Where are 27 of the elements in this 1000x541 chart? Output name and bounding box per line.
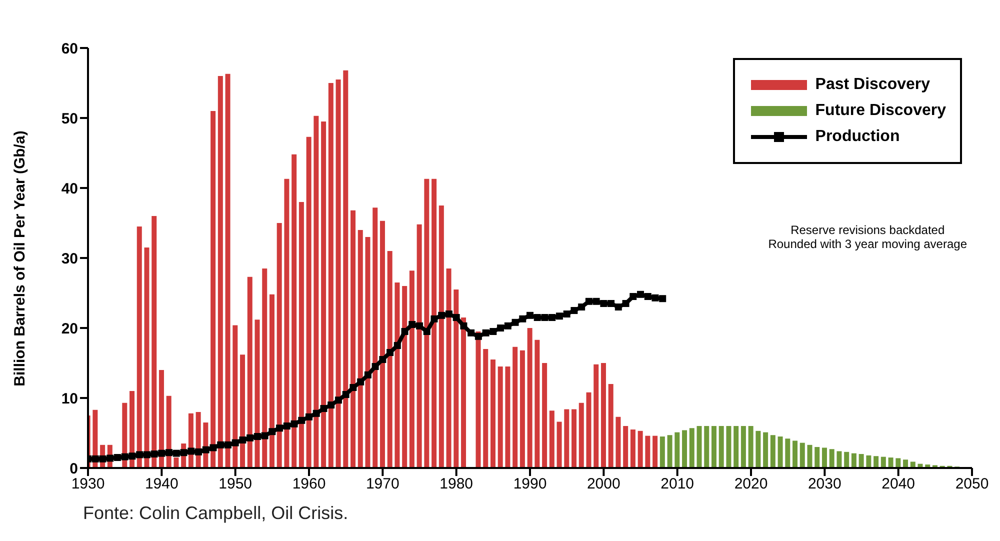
x-tick-label: 1990 <box>513 476 547 493</box>
y-tick-label: 10 <box>61 390 78 408</box>
x-tick-label: 2040 <box>882 476 916 493</box>
y-tick-label: 0 <box>70 460 78 478</box>
y-tick-label: 50 <box>61 110 78 128</box>
x-tick-label: 2050 <box>955 476 989 493</box>
x-tick-label: 2010 <box>660 476 694 493</box>
x-tick-label: 1940 <box>144 476 178 493</box>
x-tick-label: 1960 <box>292 476 326 493</box>
y-tick-label: 60 <box>61 40 78 58</box>
y-tick-label: 40 <box>61 180 78 198</box>
legend-label: Production <box>815 128 900 146</box>
legend-label: Future Discovery <box>815 102 946 120</box>
x-tick-label: 2000 <box>586 476 620 493</box>
x-tick-label: 1950 <box>218 476 252 493</box>
source-note: Fonte: Colin Campbell, Oil Crisis. <box>83 503 348 524</box>
x-tick-label: 1930 <box>71 476 105 493</box>
y-tick-label: 30 <box>61 250 78 268</box>
x-tick-label: 1980 <box>440 476 474 493</box>
x-tick-label: 1970 <box>366 476 400 493</box>
annotation: Rounded with 3 year moving average <box>768 237 967 251</box>
y-axis-title: Billion Barrels of Oil Per Year (Gb/a) <box>12 130 29 386</box>
annotation: Reserve revisions backdated <box>790 223 946 237</box>
legend-label: Past Discovery <box>815 76 930 94</box>
y-tick-label: 20 <box>61 320 78 338</box>
x-tick-label: 2030 <box>808 476 842 493</box>
x-tick-label: 2020 <box>734 476 768 493</box>
